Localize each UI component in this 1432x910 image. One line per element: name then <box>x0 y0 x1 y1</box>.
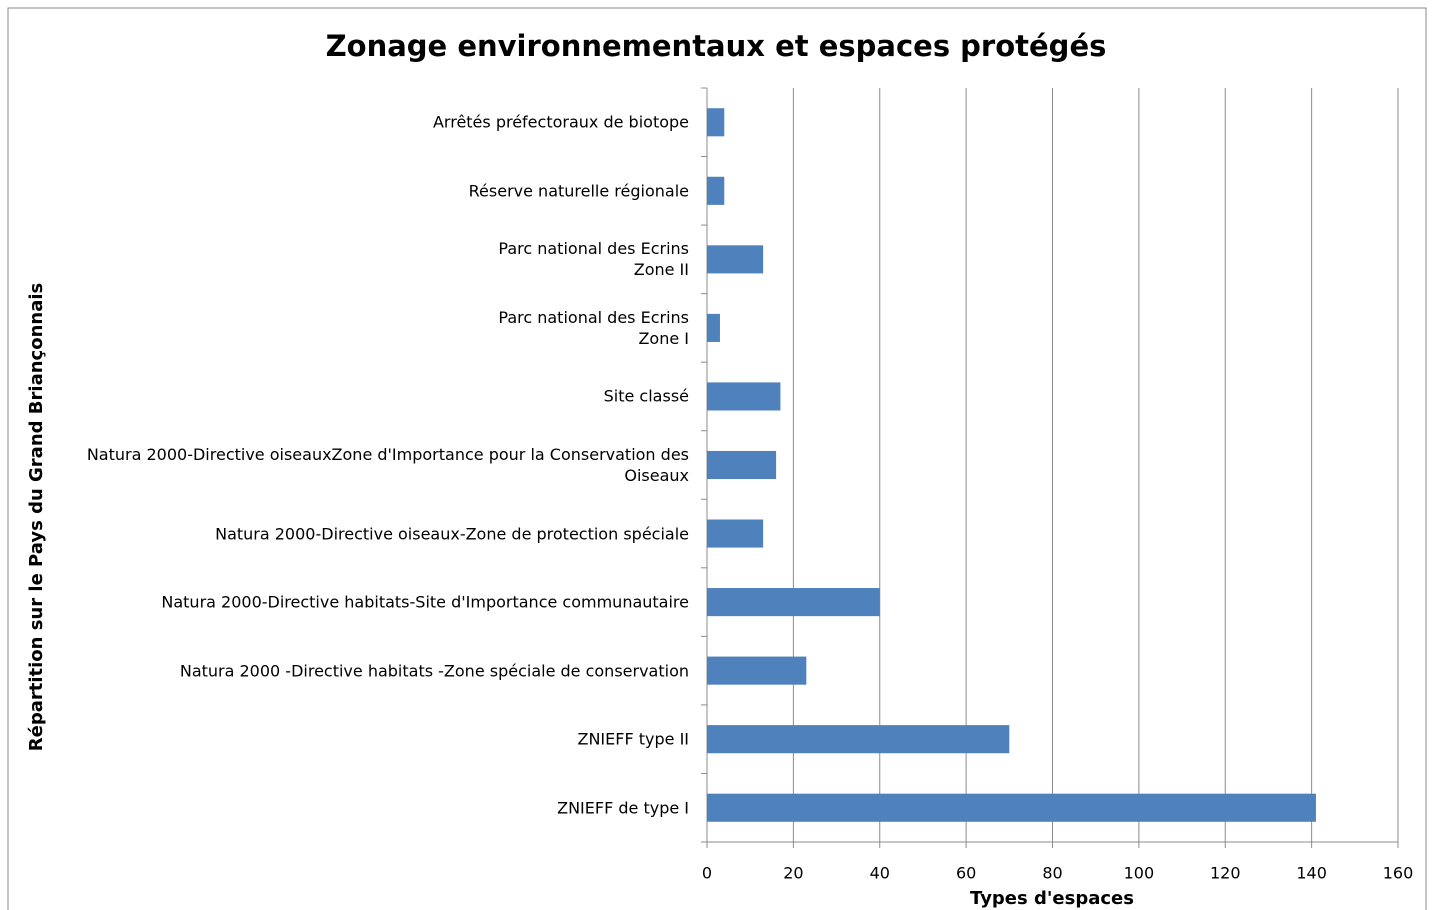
y-tick-label: ZNIEFF type II <box>577 729 689 749</box>
y-tick-label: Site classé <box>603 386 689 406</box>
y-axis-title: Répartition sur le Pays du Grand Brianço… <box>26 283 47 751</box>
bar <box>707 793 1316 822</box>
bar <box>707 656 807 685</box>
x-axis-title: Types d'espaces <box>970 888 1134 909</box>
y-tick-label: Natura 2000-Directive oiseaux-Zone de pr… <box>215 524 689 544</box>
bar <box>707 176 725 205</box>
chart-border <box>7 7 1427 910</box>
bar <box>707 313 720 342</box>
y-tick-label: ZNIEFF de type I <box>557 798 689 818</box>
chart-title: Zonage environnementaux et espaces proté… <box>326 29 1107 63</box>
x-tick-label: 100 <box>1124 864 1155 883</box>
x-tick-label: 20 <box>783 864 803 883</box>
y-tick-label: Natura 2000 -Directive habitats -Zone sp… <box>179 661 689 681</box>
x-tick-label: 60 <box>956 864 976 883</box>
bar <box>707 725 1010 754</box>
bar <box>707 108 725 137</box>
y-tick-label: Réserve naturelle régionale <box>468 181 689 201</box>
y-tick-label: Natura 2000-Directive habitats-Site d'Im… <box>161 592 689 612</box>
bar <box>707 450 777 480</box>
bar <box>707 382 781 411</box>
bar <box>707 588 880 617</box>
x-tick-label: 80 <box>1042 864 1062 883</box>
x-tick-label: 120 <box>1210 864 1241 883</box>
x-tick-label: 40 <box>870 864 890 883</box>
y-tick-label: Parc national des Ecrins Zone I <box>498 307 689 348</box>
bar <box>707 245 764 274</box>
x-tick-label: 160 <box>1383 864 1414 883</box>
y-tick-label: Arrêtés préfectoraux de biotope <box>432 112 689 132</box>
y-tick-label: Parc national des Ecrins Zone II <box>498 239 689 280</box>
x-tick-label: 140 <box>1296 864 1327 883</box>
y-tick-label: Natura 2000-Directive oiseauxZone d'Impo… <box>86 445 689 485</box>
bar <box>707 519 764 548</box>
x-tick-label: 0 <box>702 864 712 883</box>
